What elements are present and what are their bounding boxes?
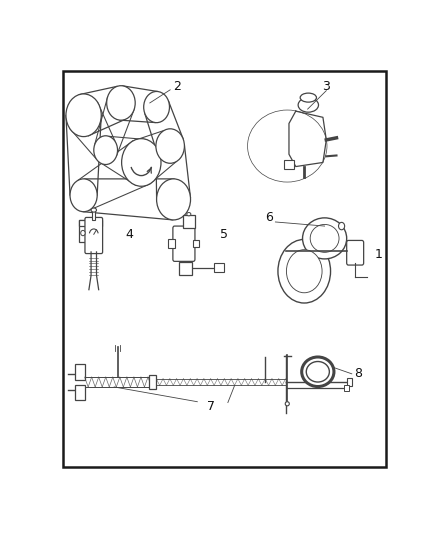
Ellipse shape <box>278 239 331 303</box>
FancyBboxPatch shape <box>85 217 102 254</box>
Ellipse shape <box>251 113 324 179</box>
Ellipse shape <box>302 357 334 386</box>
FancyBboxPatch shape <box>149 375 156 390</box>
FancyBboxPatch shape <box>346 240 364 265</box>
Ellipse shape <box>187 213 191 216</box>
Ellipse shape <box>286 249 322 293</box>
Ellipse shape <box>303 218 347 259</box>
Bar <box>78 220 87 243</box>
Ellipse shape <box>255 117 320 175</box>
Ellipse shape <box>156 129 184 163</box>
Bar <box>92 211 95 220</box>
Text: 4: 4 <box>126 228 133 241</box>
Text: 6: 6 <box>265 212 272 224</box>
Ellipse shape <box>94 136 117 165</box>
Ellipse shape <box>310 224 339 252</box>
Bar <box>214 263 224 272</box>
Ellipse shape <box>66 94 101 136</box>
Bar <box>168 239 175 248</box>
Ellipse shape <box>339 222 345 230</box>
Ellipse shape <box>70 179 97 212</box>
Bar <box>346 378 352 386</box>
FancyBboxPatch shape <box>75 385 85 400</box>
Text: 2: 2 <box>173 80 181 93</box>
Bar <box>78 220 102 226</box>
Ellipse shape <box>91 208 96 212</box>
Ellipse shape <box>81 230 85 236</box>
Ellipse shape <box>285 402 290 406</box>
Polygon shape <box>289 111 326 166</box>
Bar <box>193 240 199 247</box>
Bar <box>284 160 294 168</box>
Text: 3: 3 <box>322 80 330 93</box>
Text: 1: 1 <box>375 248 383 261</box>
Ellipse shape <box>306 361 329 382</box>
FancyBboxPatch shape <box>173 226 195 261</box>
FancyBboxPatch shape <box>179 262 192 274</box>
Ellipse shape <box>247 110 327 182</box>
Text: 5: 5 <box>220 228 229 241</box>
Bar <box>344 385 350 391</box>
Ellipse shape <box>144 92 170 123</box>
Ellipse shape <box>107 86 135 120</box>
FancyBboxPatch shape <box>183 215 195 228</box>
Ellipse shape <box>122 139 161 186</box>
Text: 8: 8 <box>354 367 363 381</box>
Ellipse shape <box>157 179 191 220</box>
Polygon shape <box>286 226 340 286</box>
Ellipse shape <box>298 98 318 112</box>
Ellipse shape <box>300 93 317 102</box>
FancyBboxPatch shape <box>75 365 85 380</box>
Text: 7: 7 <box>207 400 215 413</box>
